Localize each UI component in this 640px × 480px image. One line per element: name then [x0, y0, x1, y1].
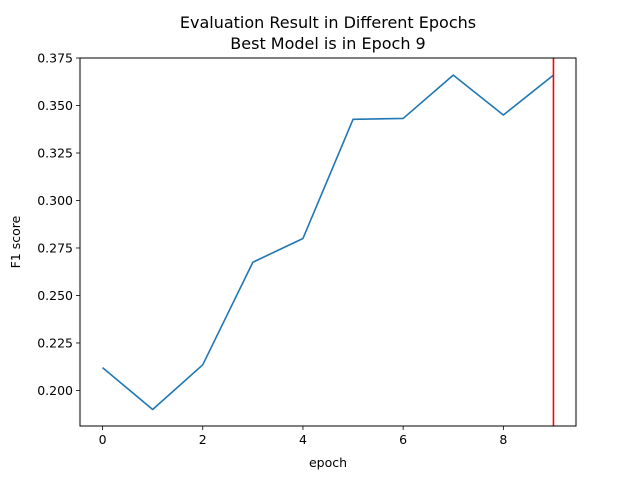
chart-title: Evaluation Result in Different Epochs	[180, 13, 476, 32]
y-tick-label: 0.225	[37, 335, 73, 350]
y-axis-label: F1 score	[8, 215, 23, 268]
x-tick-label: 4	[299, 432, 307, 447]
chart-subtitle: Best Model is in Epoch 9	[230, 34, 425, 53]
plot-area	[102, 58, 555, 426]
y-tick-label: 0.200	[37, 383, 73, 398]
x-tick-label: 2	[199, 432, 207, 447]
axis-ticks: 0 2 4 6 8 0.200 0.225 0.250 0.275 0.300 0.325 0.350…	[37, 51, 507, 448]
y-tick-label: 0.350	[37, 98, 73, 113]
series-line-0	[102, 74, 554, 411]
y-tick-label: 0.275	[37, 240, 73, 255]
y-tick-label: 0.250	[37, 288, 73, 303]
y-tick-label: 0.375	[37, 51, 73, 66]
plot-frame	[79, 57, 577, 427]
x-tick-label: 8	[499, 432, 507, 447]
x-tick-label: 0	[99, 432, 107, 447]
x-axis-label: epoch	[309, 455, 347, 470]
x-tick-label: 6	[399, 432, 407, 447]
y-tick-label: 0.325	[37, 145, 73, 160]
y-tick-label: 0.300	[37, 193, 73, 208]
